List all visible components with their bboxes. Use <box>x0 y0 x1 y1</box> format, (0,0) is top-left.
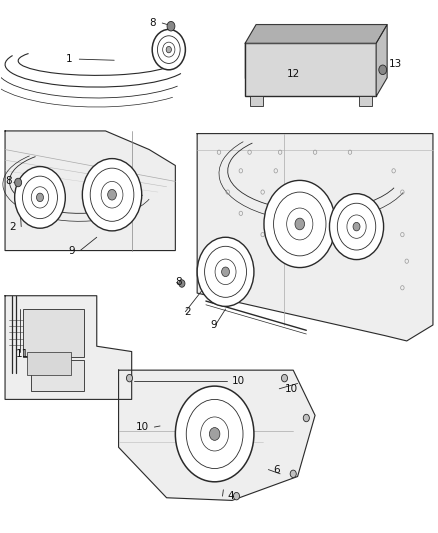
Circle shape <box>222 267 230 277</box>
Text: 9: 9 <box>68 246 75 255</box>
Text: 10: 10 <box>136 422 149 432</box>
Text: 10: 10 <box>232 376 245 386</box>
Circle shape <box>22 176 57 219</box>
Text: 4: 4 <box>228 491 234 501</box>
Bar <box>27 352 71 375</box>
Circle shape <box>290 470 296 478</box>
Polygon shape <box>245 25 387 43</box>
Text: 6: 6 <box>274 465 280 474</box>
Circle shape <box>274 192 326 256</box>
Bar <box>22 309 84 357</box>
Circle shape <box>14 178 21 187</box>
Circle shape <box>205 246 247 297</box>
Circle shape <box>152 29 185 70</box>
Polygon shape <box>5 131 175 251</box>
Circle shape <box>162 42 175 57</box>
Text: 8: 8 <box>149 18 155 28</box>
Circle shape <box>337 203 376 250</box>
Circle shape <box>197 237 254 306</box>
Circle shape <box>329 193 384 260</box>
Circle shape <box>82 159 142 231</box>
Circle shape <box>36 193 43 201</box>
Circle shape <box>287 208 313 240</box>
Polygon shape <box>5 296 132 399</box>
Circle shape <box>31 187 49 208</box>
Text: 2: 2 <box>9 222 16 232</box>
Bar <box>359 96 372 106</box>
Circle shape <box>233 492 240 500</box>
Text: 12: 12 <box>286 69 300 79</box>
Circle shape <box>127 374 133 382</box>
Circle shape <box>14 166 65 228</box>
Bar <box>245 43 376 96</box>
Circle shape <box>101 181 123 208</box>
Circle shape <box>295 218 304 230</box>
Circle shape <box>175 386 254 482</box>
Circle shape <box>108 189 117 200</box>
Text: 2: 2 <box>184 306 191 317</box>
Circle shape <box>166 46 171 53</box>
Circle shape <box>303 414 309 422</box>
Polygon shape <box>197 134 433 341</box>
Text: 11: 11 <box>16 349 29 359</box>
Bar <box>245 43 376 78</box>
Text: 1: 1 <box>66 54 73 64</box>
Circle shape <box>209 427 220 440</box>
Circle shape <box>186 399 243 469</box>
Text: 13: 13 <box>389 60 403 69</box>
Circle shape <box>379 65 387 75</box>
Polygon shape <box>119 370 315 500</box>
Circle shape <box>90 168 134 221</box>
Text: 9: 9 <box>210 320 217 330</box>
Circle shape <box>201 417 229 451</box>
Circle shape <box>157 36 180 63</box>
Bar <box>250 96 263 106</box>
Circle shape <box>282 374 288 382</box>
Circle shape <box>167 21 175 31</box>
Text: 8: 8 <box>5 176 12 187</box>
Polygon shape <box>376 25 387 96</box>
Circle shape <box>347 215 366 238</box>
Circle shape <box>353 222 360 231</box>
Text: 8: 8 <box>175 278 182 287</box>
Circle shape <box>215 259 236 285</box>
Circle shape <box>264 180 336 268</box>
Bar <box>31 360 84 391</box>
Text: 10: 10 <box>285 384 297 394</box>
Circle shape <box>179 280 185 287</box>
